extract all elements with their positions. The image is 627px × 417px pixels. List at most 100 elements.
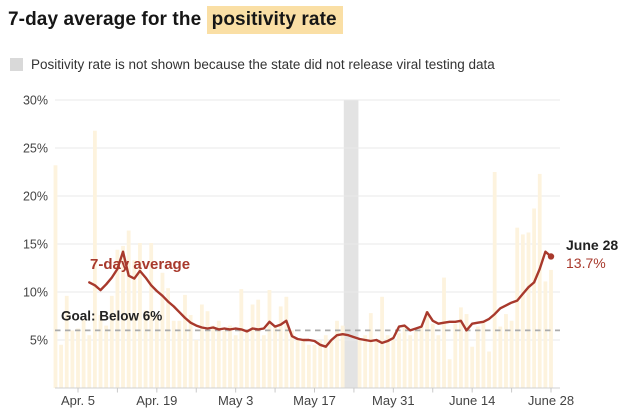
daily-bar <box>143 310 148 388</box>
daily-bar <box>188 315 193 388</box>
daily-bar <box>160 272 165 388</box>
daily-bar <box>363 335 368 388</box>
annotation-value: 13.7% <box>566 255 606 271</box>
chart-title-prefix: 7-day average for the <box>8 9 207 30</box>
daily-bar <box>267 290 272 388</box>
daily-bar <box>385 335 390 388</box>
daily-bar <box>543 281 548 388</box>
daily-bar <box>402 326 407 388</box>
daily-bar <box>475 326 480 388</box>
y-axis-label: 15% <box>23 238 48 252</box>
daily-bar <box>374 340 379 388</box>
daily-bar <box>278 306 283 388</box>
x-axis-label: May 3 <box>218 393 253 408</box>
daily-bar <box>171 320 176 388</box>
daily-bar <box>205 311 210 388</box>
daily-bar <box>340 325 345 388</box>
daily-bar <box>537 173 542 388</box>
daily-bar <box>419 325 424 388</box>
daily-bar <box>532 208 537 388</box>
y-axis-label: 30% <box>23 94 48 108</box>
chart-title-highlight: positivity rate <box>206 6 343 34</box>
x-axis-label: June 28 <box>528 393 574 408</box>
daily-bar <box>498 326 503 388</box>
legend: Positivity rate is not shown because the… <box>10 57 495 72</box>
daily-bar <box>53 165 58 388</box>
daily-bar <box>323 335 328 388</box>
daily-bar <box>222 330 227 388</box>
daily-bar <box>250 304 255 388</box>
daily-bar <box>509 320 514 388</box>
annotation-date: June 28 <box>566 237 618 253</box>
daily-bar <box>233 335 238 388</box>
daily-bar <box>408 335 413 388</box>
daily-bar <box>459 307 463 388</box>
legend-text: Positivity rate is not shown because the… <box>31 57 495 72</box>
daily-bar <box>261 335 266 388</box>
daily-bar <box>430 323 435 388</box>
daily-bar <box>526 232 531 388</box>
daily-bar <box>318 340 323 388</box>
daily-bar <box>504 314 508 388</box>
goal-label: Goal: Below 6% <box>61 308 162 323</box>
daily-bar <box>59 344 64 388</box>
x-axis-label: Apr. 5 <box>61 393 95 408</box>
daily-bar <box>357 340 362 388</box>
daily-bar <box>290 330 294 388</box>
daily-bar <box>329 340 334 388</box>
daily-bar <box>295 340 300 388</box>
daily-bar <box>335 320 339 388</box>
x-axis-label: June 14 <box>449 393 495 408</box>
daily-bar <box>199 304 204 388</box>
daily-bar <box>464 314 469 388</box>
daily-bar <box>413 330 418 388</box>
daily-bar <box>228 325 232 388</box>
x-axis-label: Apr. 19 <box>136 393 177 408</box>
daily-bar <box>436 335 441 388</box>
daily-bar <box>149 243 154 388</box>
daily-bar <box>239 289 244 388</box>
daily-bar <box>166 288 170 388</box>
daily-bar <box>245 330 249 388</box>
daily-bar <box>98 315 103 388</box>
y-axis-label: 25% <box>23 142 48 156</box>
daily-bar <box>121 245 125 388</box>
daily-bar <box>194 340 199 388</box>
daily-bar <box>368 313 373 388</box>
daily-bar <box>126 230 131 388</box>
daily-bar <box>109 295 114 388</box>
daily-bar <box>520 234 525 388</box>
daily-bar <box>154 315 159 388</box>
daily-bar <box>284 296 289 388</box>
daily-bar <box>470 346 475 388</box>
daily-bar <box>256 299 261 388</box>
daily-bar <box>306 344 311 388</box>
y-axis-label: 5% <box>30 334 48 348</box>
end-point-marker <box>547 253 555 260</box>
daily-bar <box>453 323 458 388</box>
daily-bar <box>391 340 396 388</box>
daily-bar <box>70 330 75 388</box>
daily-bar <box>487 351 491 388</box>
no-data-swatch-icon <box>10 58 23 71</box>
daily-bar <box>183 294 187 388</box>
chart-title: 7-day average for the positivity rate <box>8 6 343 34</box>
daily-bar <box>115 249 120 388</box>
daily-bar <box>425 311 430 388</box>
daily-bar <box>104 325 109 388</box>
daily-bar <box>549 269 553 388</box>
daily-bar <box>177 320 182 388</box>
daily-bar <box>447 359 452 388</box>
daily-bar <box>515 227 520 388</box>
x-axis-label: May 17 <box>293 393 336 408</box>
daily-bar <box>492 172 497 388</box>
daily-bar <box>64 295 69 388</box>
daily-bar <box>397 333 401 388</box>
daily-bar <box>132 260 137 388</box>
daily-bar <box>92 130 97 388</box>
daily-bar <box>87 335 92 388</box>
y-axis-label: 10% <box>23 286 48 300</box>
x-axis-label: May 31 <box>372 393 415 408</box>
